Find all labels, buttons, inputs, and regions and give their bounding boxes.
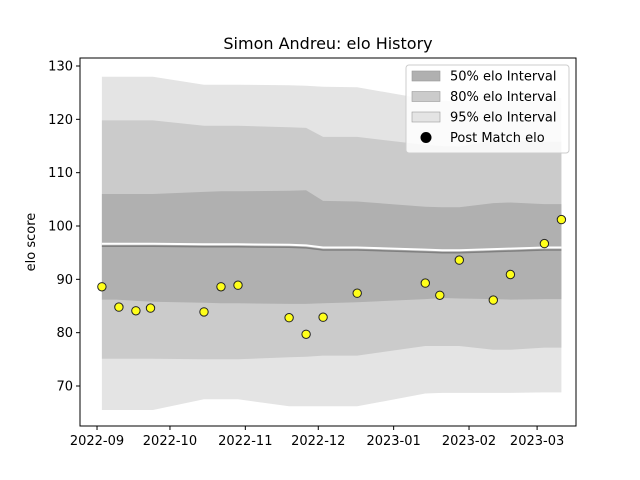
x-tick-label: 2022-11 bbox=[218, 434, 272, 449]
mean-highlight-line bbox=[101, 242, 562, 252]
x-tick-label: 2023-02 bbox=[442, 434, 496, 449]
y-tick-label: 130 bbox=[48, 60, 73, 75]
y-tick-label: 120 bbox=[48, 113, 73, 128]
data-point bbox=[488, 295, 498, 305]
data-point bbox=[539, 238, 550, 249]
data-point bbox=[131, 306, 141, 316]
data-point bbox=[233, 280, 243, 290]
y-tick-label: 110 bbox=[48, 166, 73, 181]
y-axis-ticks: 70 80 90 100 110 120 130 bbox=[48, 60, 80, 395]
interval-bands bbox=[101, 76, 562, 410]
y-axis-label: elo score bbox=[24, 213, 39, 272]
data-point bbox=[199, 307, 209, 317]
legend-marker bbox=[420, 132, 432, 143]
data-point bbox=[505, 269, 516, 280]
data-point bbox=[145, 303, 156, 313]
x-tick-label: 2022-09 bbox=[70, 434, 124, 449]
axes-frame bbox=[79, 57, 577, 427]
data-point bbox=[435, 290, 445, 300]
x-tick-label: 2023-01 bbox=[366, 434, 420, 449]
data-point bbox=[97, 282, 107, 292]
legend-box bbox=[405, 64, 570, 154]
data-point bbox=[301, 329, 311, 339]
legend-swatch bbox=[411, 70, 441, 82]
data-point bbox=[284, 313, 294, 323]
data-point bbox=[318, 312, 328, 322]
chart-title: Simon Andreu: elo History bbox=[223, 34, 432, 53]
data-point bbox=[114, 302, 124, 312]
legend-swatch bbox=[411, 111, 441, 123]
data-point bbox=[420, 278, 430, 288]
legend-label: 50% elo Interval bbox=[450, 70, 557, 85]
legend-swatch bbox=[411, 91, 441, 102]
x-axis-ticks: 2022-09 2022-10 2022-11 2022-12 2023-01 2023-… bbox=[70, 426, 564, 449]
data-point bbox=[556, 214, 567, 225]
data-point bbox=[352, 288, 362, 298]
y-tick-label: 80 bbox=[56, 326, 73, 341]
y-tick-label: 70 bbox=[56, 380, 73, 395]
x-tick-label: 2022-10 bbox=[143, 434, 197, 449]
y-tick-label: 90 bbox=[56, 273, 73, 288]
legend-label: 95% elo Interval bbox=[450, 111, 557, 126]
legend: 50% elo Interval 80% elo Interval 95% elo … bbox=[405, 64, 570, 154]
mean-elo-line bbox=[101, 245, 562, 254]
y-tick-label: 100 bbox=[48, 220, 73, 235]
x-tick-label: 2022-12 bbox=[291, 434, 345, 449]
mean-lines bbox=[101, 242, 562, 254]
legend-label: Post Match elo bbox=[450, 131, 545, 146]
data-point bbox=[216, 282, 226, 292]
post-match-points bbox=[97, 214, 567, 339]
data-point bbox=[454, 255, 464, 265]
legend-label: 80% elo Interval bbox=[450, 90, 557, 105]
x-tick-label: 2023-03 bbox=[510, 434, 564, 449]
